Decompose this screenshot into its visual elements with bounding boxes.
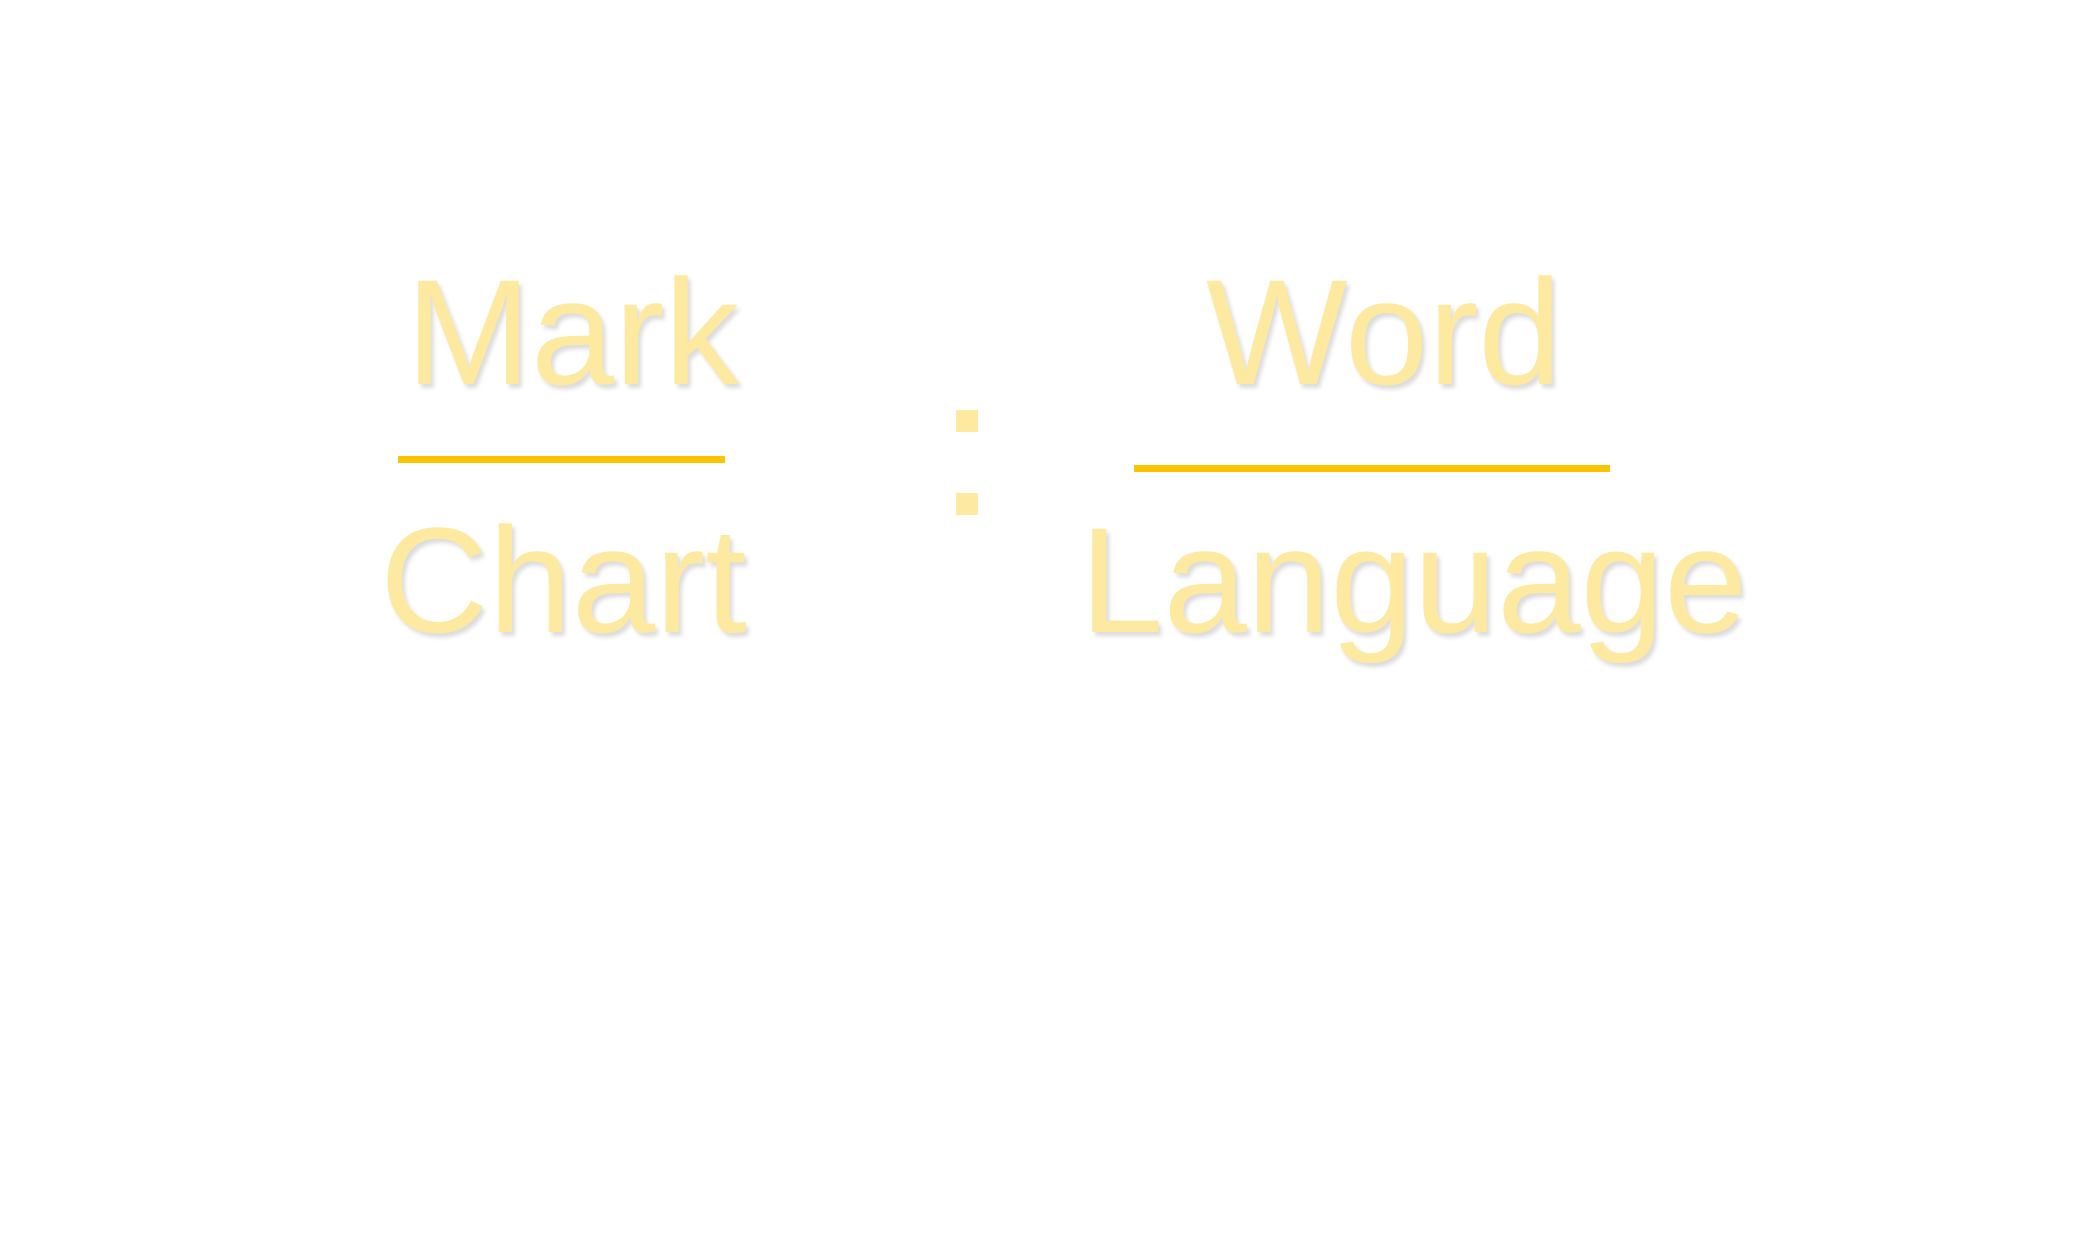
left-denominator-word: Chart	[380, 496, 747, 664]
right-fraction-bar	[1134, 465, 1610, 472]
right-numerator-word: Word	[1206, 248, 1562, 416]
left-numerator-word: Mark	[406, 248, 740, 416]
ratio-colon-top-dot	[956, 410, 978, 432]
left-fraction-bar	[398, 456, 725, 463]
right-denominator-word: Language	[1080, 496, 1748, 664]
ratio-colon-bottom-dot	[956, 493, 978, 515]
